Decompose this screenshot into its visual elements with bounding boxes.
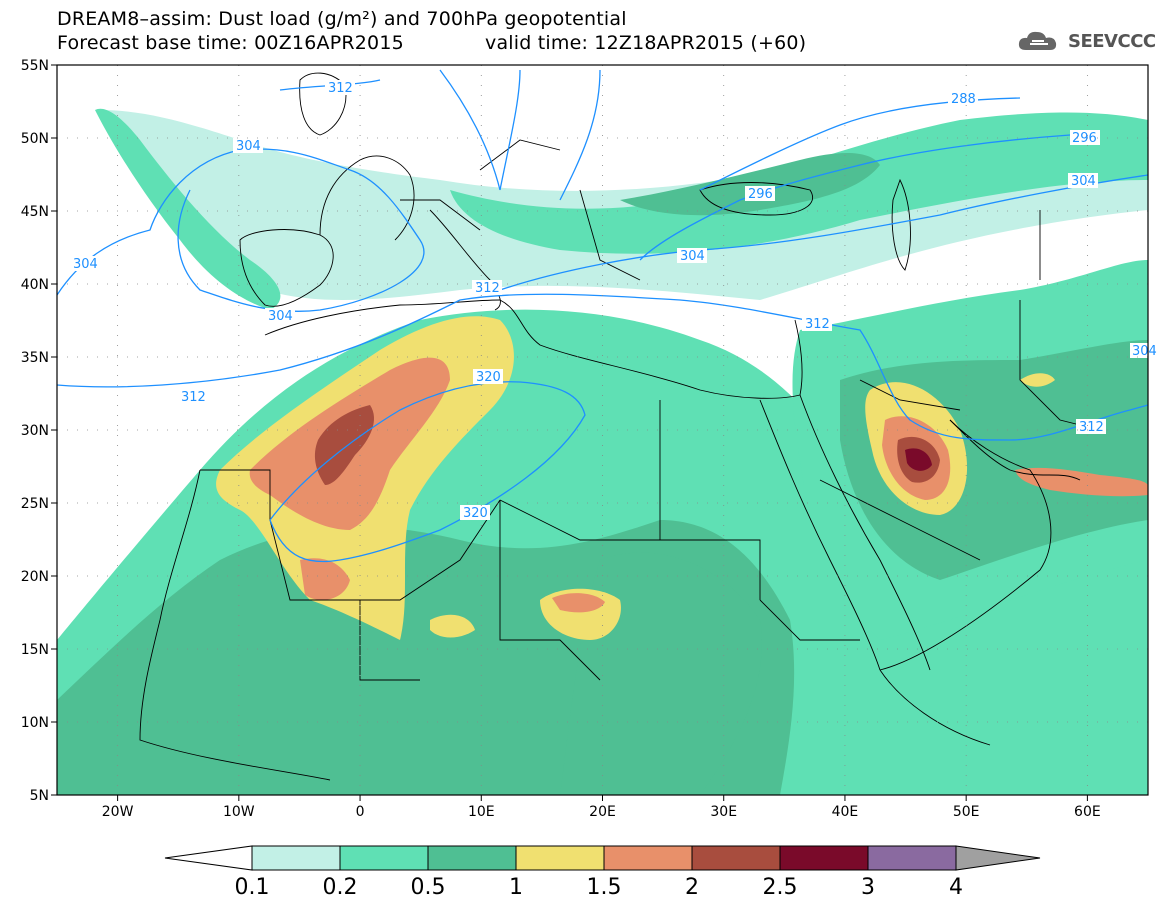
x-tick-label: 20W [102, 804, 134, 820]
colorbar-left-arrow [164, 845, 253, 871]
x-tick-label: 50E [953, 804, 980, 820]
colorbar-label: 0.2 [323, 875, 358, 900]
colorbar-label: 2 [685, 875, 699, 900]
y-tick-label: 30N [21, 423, 49, 439]
logo-text: SEEVCCC [1068, 30, 1156, 52]
contour-label: 320 [476, 370, 501, 385]
contour-label: 296 [748, 187, 773, 202]
contour-label: 320 [463, 506, 488, 521]
seevccc-logo: SEEVCCC [1016, 26, 1156, 56]
x-tick-label: 10E [468, 804, 495, 820]
contour-label: 312 [181, 390, 206, 405]
colorbar-swatch [867, 845, 957, 871]
colorbar-swatch [427, 845, 517, 871]
coastlines [139, 72, 1101, 781]
contour-label: 304 [1132, 344, 1157, 359]
colorbar-swatch [515, 845, 605, 871]
y-tick-label: 15N [21, 642, 49, 658]
x-tick-label: 0 [356, 804, 365, 820]
map-title: DREAM8–assim: Dust load (g/m²) and 700hP… [57, 8, 627, 30]
y-tick-label: 45N [21, 204, 49, 220]
forecast-base-time: Forecast base time: 00Z16APR2015 valid ti… [57, 32, 806, 54]
y-tick-label: 55N [21, 58, 49, 74]
contour-label: 312 [805, 317, 830, 332]
dust-field [57, 65, 1148, 795]
y-axis: 55N 50N 45N 40N 35N 30N 25N 20N 15N 10N 5N [21, 58, 57, 804]
colorbar-swatch [779, 845, 869, 871]
colorbar-label: 0.1 [235, 875, 270, 900]
colorbar-swatch [251, 845, 341, 871]
x-tick-label: 60E [1074, 804, 1101, 820]
x-tick-label: 30E [710, 804, 737, 820]
colorbar-label: 1.5 [587, 875, 622, 900]
x-tick-label: 20E [589, 804, 616, 820]
colorbar-label: 3 [861, 875, 875, 900]
contour-label: 304 [268, 309, 293, 324]
colorbar-label: 0.5 [411, 875, 446, 900]
colorbar: 0.1 0.2 0.5 1 1.5 2 2.5 3 4 [164, 845, 1041, 900]
contour-label: 304 [73, 257, 98, 272]
contour-label: 296 [1072, 131, 1097, 146]
colorbar-right-arrow [955, 845, 1041, 871]
contour-label: 304 [680, 249, 705, 264]
cloud-icon [1018, 31, 1057, 50]
colorbar-label: 1 [509, 875, 523, 900]
colorbar-swatch [691, 845, 781, 871]
contour-label: 312 [475, 281, 500, 296]
x-axis: 20W 10W 0 10E 20E 30E 40E 50E 60E [102, 795, 1101, 820]
y-tick-label: 35N [21, 350, 49, 366]
contour-label: 312 [328, 81, 353, 96]
y-tick-label: 10N [21, 715, 49, 731]
valid-time-text: valid time: 12Z18APR2015 (+60) [485, 32, 807, 54]
colorbar-swatch [339, 845, 429, 871]
y-tick-label: 5N [30, 788, 49, 804]
base-time-text: Forecast base time: 00Z16APR2015 [57, 32, 404, 54]
colorbar-label: 2.5 [763, 875, 798, 900]
x-tick-label: 40E [832, 804, 859, 820]
x-tick-label: 10W [223, 804, 255, 820]
contour-labels: 312 288 296 304 304 304 304 304 312 312 … [70, 80, 1157, 521]
y-tick-label: 40N [21, 277, 49, 293]
contour-label: 304 [236, 139, 261, 154]
colorbar-label: 4 [949, 875, 963, 900]
contour-label: 304 [1071, 174, 1096, 189]
y-tick-label: 25N [21, 496, 49, 512]
contour-label: 312 [1079, 420, 1104, 435]
y-tick-label: 20N [21, 569, 49, 585]
colorbar-swatch [603, 845, 693, 871]
contour-label: 288 [951, 92, 976, 107]
y-tick-label: 50N [21, 131, 49, 147]
